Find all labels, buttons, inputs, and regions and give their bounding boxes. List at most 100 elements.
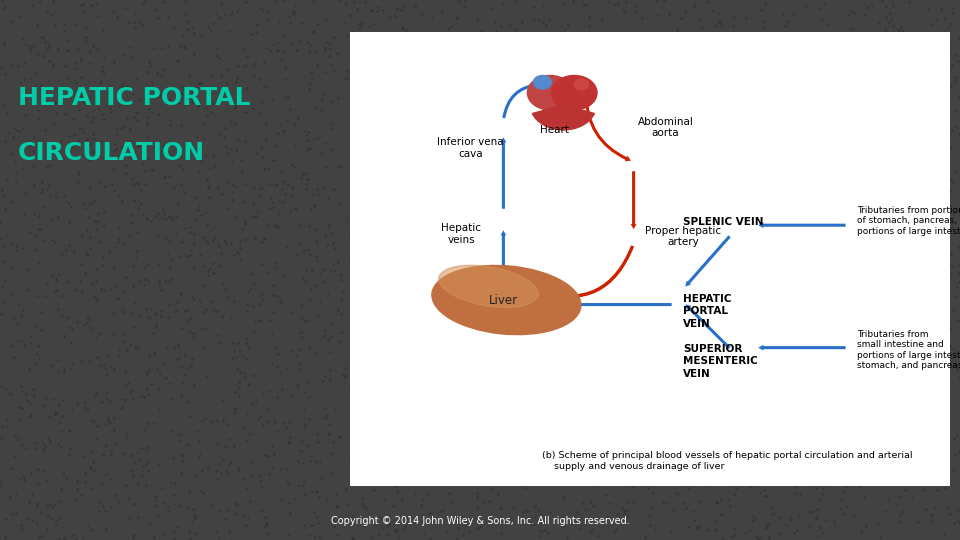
Point <box>832 155 848 164</box>
Point <box>578 504 593 513</box>
Point <box>99 388 114 397</box>
Point <box>331 433 347 442</box>
Point <box>61 322 77 331</box>
Point <box>838 276 853 285</box>
Point <box>584 525 599 534</box>
Point <box>87 390 103 399</box>
Point <box>173 89 188 97</box>
Point <box>574 216 589 225</box>
Point <box>372 54 387 63</box>
Point <box>888 30 903 39</box>
Point <box>862 69 877 78</box>
Point <box>535 448 550 457</box>
Point <box>606 528 621 536</box>
Point <box>792 430 807 439</box>
Point <box>637 532 653 540</box>
Point <box>903 292 919 301</box>
Point <box>449 133 465 141</box>
Point <box>757 0 773 8</box>
Point <box>295 300 310 309</box>
Point <box>827 517 842 525</box>
Point <box>736 373 752 381</box>
Point <box>835 88 851 97</box>
Point <box>106 426 121 434</box>
Point <box>125 395 140 403</box>
Point <box>288 205 303 214</box>
Point <box>530 189 545 198</box>
Point <box>150 364 165 373</box>
Point <box>858 392 874 400</box>
Point <box>463 29 478 37</box>
Point <box>174 120 189 129</box>
Point <box>145 329 160 338</box>
Point <box>744 304 759 313</box>
Point <box>586 501 601 510</box>
Point <box>27 159 42 168</box>
Point <box>255 295 271 304</box>
Point <box>406 320 421 329</box>
Point <box>49 273 64 282</box>
Point <box>160 312 176 321</box>
Point <box>99 507 114 515</box>
Point <box>708 67 723 76</box>
Point <box>538 454 553 463</box>
Point <box>753 183 768 192</box>
Point <box>376 496 392 504</box>
Point <box>193 78 208 87</box>
Point <box>135 160 151 168</box>
Point <box>476 442 492 450</box>
Point <box>781 382 797 390</box>
Point <box>212 460 228 468</box>
Point <box>786 261 802 269</box>
Point <box>557 43 572 52</box>
Point <box>738 420 754 428</box>
Point <box>620 372 636 380</box>
Point <box>167 528 182 536</box>
Point <box>153 91 168 100</box>
Point <box>182 535 198 540</box>
Point <box>744 483 759 491</box>
Point <box>230 62 246 70</box>
Point <box>107 328 122 336</box>
Point <box>1 129 16 138</box>
Point <box>776 372 791 380</box>
Point <box>734 398 750 407</box>
Point <box>561 91 576 100</box>
Point <box>392 231 407 239</box>
Point <box>393 301 408 310</box>
Point <box>420 98 436 107</box>
Point <box>913 227 928 235</box>
Point <box>622 365 637 374</box>
Point <box>227 347 242 356</box>
Point <box>370 465 385 474</box>
Point <box>0 38 12 46</box>
Point <box>818 39 833 48</box>
Point <box>725 128 740 137</box>
Point <box>416 198 431 206</box>
Point <box>602 89 617 97</box>
Point <box>548 266 564 274</box>
Point <box>153 286 168 295</box>
Point <box>127 112 142 121</box>
Point <box>118 99 133 108</box>
Point <box>18 444 34 453</box>
Point <box>899 371 914 380</box>
Point <box>890 120 905 129</box>
Point <box>767 79 782 88</box>
Point <box>236 369 252 377</box>
Point <box>516 302 531 310</box>
Point <box>294 328 309 336</box>
Point <box>300 245 315 254</box>
Point <box>913 478 928 487</box>
Point <box>416 36 431 45</box>
Point <box>524 70 540 78</box>
Point <box>200 175 215 184</box>
Point <box>211 54 227 63</box>
Point <box>12 299 27 308</box>
Point <box>904 223 920 232</box>
Point <box>619 506 635 515</box>
Point <box>675 169 690 178</box>
Point <box>588 421 603 429</box>
Point <box>140 466 156 475</box>
Point <box>633 474 648 483</box>
